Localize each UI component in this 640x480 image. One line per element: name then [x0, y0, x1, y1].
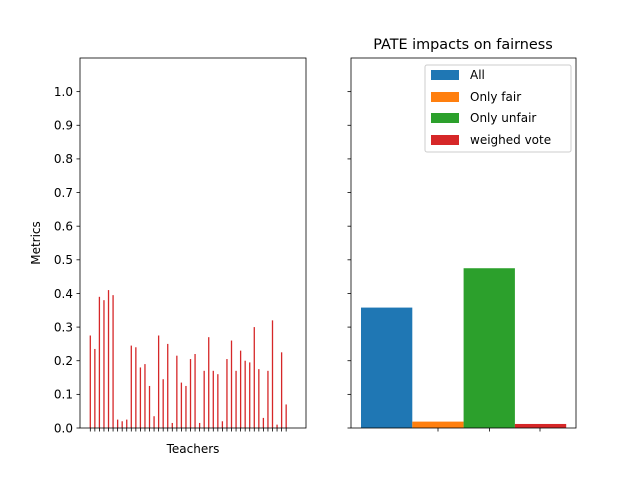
fairness-bars [361, 268, 567, 428]
legend-label-all: All [470, 68, 485, 82]
legend-swatch-all [431, 70, 459, 80]
fairness-bar [463, 268, 515, 428]
teacher-bar [130, 345, 132, 428]
fairness-chart: PATE impacts on fairness All Only fair O… [347, 37, 577, 432]
teacher-bar [107, 290, 110, 428]
left-y-tick-label: 0.6 [54, 219, 73, 233]
left-y-tick-label: 0.5 [54, 253, 73, 267]
teacher-bar [271, 320, 274, 428]
left-y-tick-label: 0.7 [54, 186, 73, 200]
teacher-bar [239, 350, 242, 428]
teacher-bar [262, 417, 265, 428]
teacher-bar [171, 422, 173, 428]
teacher-bar [116, 419, 119, 428]
legend-label-weighed-vote: weighed vote [470, 133, 551, 147]
legend-label-only-unfair: Only unfair [470, 111, 536, 125]
teacher-bar [89, 335, 91, 428]
teacher-bar [253, 327, 255, 428]
legend-swatch-weighed-vote [431, 135, 459, 145]
legend-label-only-fair: Only fair [470, 90, 521, 104]
left-y-tick-label: 0.8 [54, 152, 73, 166]
teacher-bar [285, 404, 287, 428]
teacher-bar [258, 369, 260, 428]
right-y-axis-ticks [347, 91, 351, 429]
teacher-bar [185, 385, 187, 428]
teacher-bar [221, 421, 224, 428]
left-y-tick-label: 0.2 [54, 354, 73, 368]
teacher-bar [103, 300, 105, 428]
teacher-bar [244, 360, 246, 428]
teacher-bar [94, 348, 96, 428]
fairness-bar [412, 421, 464, 428]
teacher-bar [148, 385, 151, 428]
teacher-bar [198, 422, 201, 428]
teacher-bar [153, 416, 155, 428]
teacher-bar [126, 419, 128, 428]
left-y-tick-label: 1.0 [54, 85, 73, 99]
legend-swatch-only-unfair [431, 113, 459, 123]
fairness-bar [514, 423, 567, 428]
left-axes-frame [79, 57, 307, 429]
teacher-bar [208, 337, 210, 428]
left-x-axis-ticks [89, 428, 287, 432]
left-y-tick-label: 0.0 [54, 421, 73, 435]
teacher-bar [280, 352, 283, 428]
teacher-bar [230, 340, 233, 428]
teacher-bar [249, 362, 251, 428]
teacher-bar [121, 421, 123, 428]
teacher-bar [162, 379, 164, 428]
teachers-chart: 0.0 0.1 0.2 0.3 0.4 0.5 0.6 0.7 0.8 0.9 1.0 Teache… [29, 57, 307, 456]
legend-frame [424, 64, 572, 153]
teacher-bar [167, 343, 169, 428]
teacher-bar [139, 367, 142, 428]
teacher-bar [180, 382, 183, 428]
left-y-tick-label: 0.3 [54, 320, 73, 334]
teacher-bar [276, 424, 278, 428]
teacher-bar [189, 359, 192, 428]
fairness-bar [361, 307, 413, 428]
legend: All Only fair Only unfair weighed vote [424, 64, 572, 153]
teacher-bar [135, 347, 137, 428]
left-y-tick-label: 0.9 [54, 119, 73, 133]
left-x-axis-label: Teachers [166, 442, 220, 456]
teacher-bar [176, 355, 178, 428]
teacher-bar [194, 354, 196, 428]
left-y-tick-label: 0.4 [54, 287, 73, 301]
right-chart-title: PATE impacts on fairness [373, 37, 553, 53]
teacher-bar [112, 295, 114, 428]
teacher-bar [144, 364, 146, 428]
right-x-axis-ticks [437, 428, 541, 432]
teacher-bar [226, 359, 228, 428]
left-y-tick-label: 0.1 [54, 388, 73, 402]
teacher-bar [267, 370, 269, 428]
teacher-bar [98, 296, 101, 428]
teacher-bar [217, 374, 219, 428]
left-y-axis-ticks: 0.0 0.1 0.2 0.3 0.4 0.5 0.6 0.7 0.8 0.9 1.0 [54, 85, 80, 435]
legend-swatch-only-fair [431, 92, 459, 102]
teacher-bars [89, 290, 287, 428]
right-axes-frame [350, 57, 577, 429]
teacher-bar [235, 370, 237, 428]
left-y-axis-label: Metrics [29, 221, 43, 265]
teacher-bar [212, 370, 214, 428]
teacher-bar [157, 335, 160, 428]
teacher-bar [203, 370, 205, 428]
